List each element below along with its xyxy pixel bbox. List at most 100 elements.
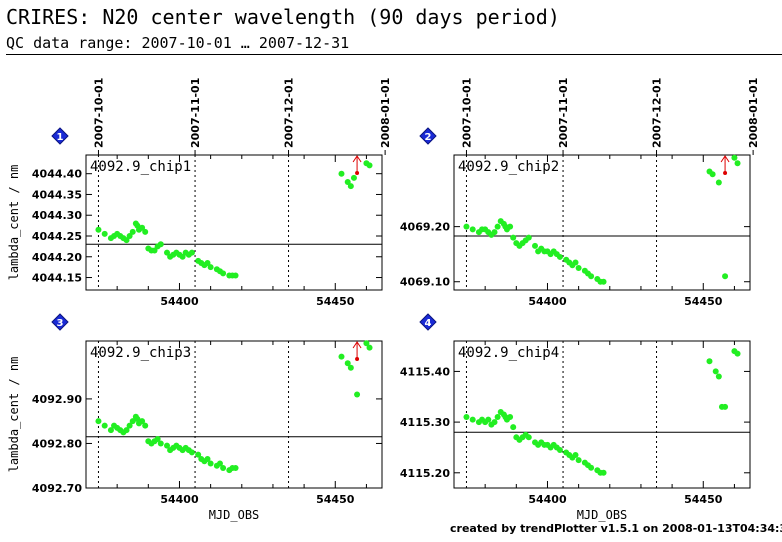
x-tick-label: 54450 [684, 493, 723, 506]
data-point [588, 273, 595, 280]
data-point [164, 249, 171, 256]
data-point [507, 414, 514, 421]
panel-label: 4092.9_chip4 [458, 345, 559, 361]
chart-panel-2: 2007-10-01 2007-11-01 2007-12-01 2008-01-01… [400, 78, 760, 308]
data-point [154, 436, 161, 442]
data-point [588, 464, 595, 471]
outlier-point [723, 171, 728, 175]
data-point [95, 226, 102, 233]
data-point [232, 272, 239, 279]
data-point [139, 418, 146, 425]
y-tick-label: 4115.40 [400, 365, 450, 378]
data-point [491, 229, 498, 236]
y-tick-label: 4069.10 [400, 276, 450, 289]
y-tick-label: 4044.40 [32, 168, 82, 181]
y-tick-label: 4044.20 [32, 251, 82, 264]
data-point [123, 237, 130, 244]
data-point [347, 364, 354, 371]
data-point [126, 233, 133, 239]
x-tick-label: 54400 [160, 493, 199, 506]
plot-frame [85, 340, 383, 489]
y-tick-label: 4092.80 [32, 437, 82, 450]
data-point [556, 446, 563, 453]
data-point [494, 223, 501, 230]
data-point [575, 264, 582, 271]
plot-frame [453, 340, 751, 489]
data-point [712, 368, 719, 375]
footer-credit: created by trendPlotter v1.5.1 on 2008-0… [450, 522, 782, 535]
data-point [366, 162, 373, 169]
y-tick-label: 4115.20 [400, 467, 450, 480]
data-point [572, 259, 579, 266]
panel-badge-number: 2 [425, 132, 432, 143]
data-point [157, 241, 164, 248]
data-point [101, 422, 108, 429]
data-point [216, 460, 223, 467]
x-tick-label: 54400 [528, 295, 567, 308]
top-date-label: 2007-11-01 [189, 78, 202, 148]
data-point [722, 273, 729, 280]
data-point [220, 270, 227, 277]
data-point [510, 424, 517, 431]
data-point [126, 422, 133, 429]
page-title: CRIRES: N20 center wavelength (90 days p… [6, 5, 560, 29]
x-tick-label: 54450 [684, 295, 723, 308]
data-point [363, 340, 370, 347]
panel-label: 4092.9_chip1 [90, 159, 191, 175]
panel-badge-number: 1 [57, 132, 64, 143]
y-tick-label: 4069.20 [400, 221, 450, 234]
top-date-label: 2008-01-01 [379, 78, 392, 148]
plot-frame [453, 154, 751, 291]
data-point [556, 253, 563, 260]
data-point [95, 418, 102, 425]
chart-panel-3: 4092.70 4092.80 4092.90 54400 54450 lambda_ce… [7, 313, 383, 522]
x-axis-label: MJD_OBS [209, 508, 260, 522]
x-tick-label: 54450 [316, 493, 355, 506]
data-point [494, 414, 501, 421]
data-point [142, 422, 149, 429]
data-point [575, 457, 582, 464]
data-point [157, 440, 164, 447]
data-point [510, 234, 517, 241]
data-point [207, 264, 214, 271]
data-point [129, 228, 136, 235]
data-point [715, 179, 722, 186]
data-point [532, 242, 539, 249]
top-date-label: 2007-10-01 [92, 78, 105, 148]
x-tick-label: 54400 [528, 493, 567, 506]
data-point [129, 418, 136, 425]
top-date-label: 2007-10-01 [460, 78, 473, 148]
top-date-label: 2008-01-01 [747, 78, 760, 148]
data-point [101, 230, 108, 237]
outlier-arrow-head [352, 341, 362, 349]
y-axis-label: lambda_cent / nm [7, 357, 21, 473]
data-point [123, 427, 130, 434]
data-point [469, 226, 476, 233]
data-point [731, 154, 738, 161]
data-point [525, 434, 532, 441]
data-point [600, 469, 607, 476]
data-point [188, 249, 195, 256]
data-point [469, 416, 476, 423]
data-point [463, 414, 470, 421]
panel-badge-icon [419, 313, 437, 331]
outlier-arrow-head [720, 155, 730, 163]
data-point [179, 253, 186, 260]
title-divider [6, 54, 782, 55]
data-point [220, 464, 227, 471]
data-point [734, 160, 741, 167]
chart-panel-1: 2007-10-01 2007-11-01 2007-12-01 2008-01-01… [7, 78, 392, 308]
y-tick-label: 4044.25 [32, 230, 82, 243]
panel-badge-number: 4 [425, 318, 432, 329]
outlier-point [355, 357, 360, 361]
y-tick-label: 4044.15 [32, 272, 82, 285]
panel-badge-icon [51, 313, 69, 331]
top-date-label: 2007-12-01 [651, 78, 664, 148]
data-point [734, 350, 741, 357]
data-point [715, 373, 722, 380]
data-point [525, 234, 532, 241]
data-point [139, 224, 146, 231]
y-tick-label: 4115.30 [400, 416, 450, 429]
data-point [338, 170, 345, 177]
